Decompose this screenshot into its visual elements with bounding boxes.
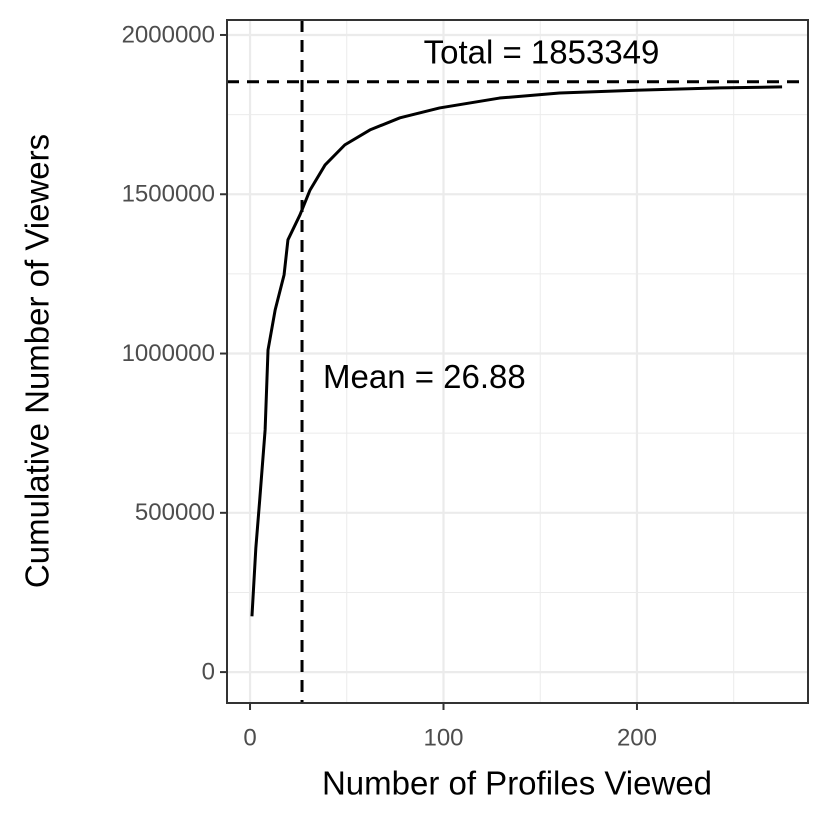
- y-tick-label: 1000000: [122, 340, 215, 367]
- y-tick-label: 0: [202, 658, 215, 685]
- y-tick-label: 500000: [135, 499, 215, 526]
- y-tick-label: 1500000: [122, 181, 215, 208]
- panel: [227, 20, 808, 703]
- y-axis-title: Cumulative Number of Viewers: [19, 134, 56, 588]
- mean-label: Mean = 26.88: [323, 358, 526, 395]
- total-label: Total = 1853349: [424, 33, 660, 70]
- data-line: [250, 85, 783, 617]
- x-tick-label: 0: [243, 724, 256, 751]
- panel-border: [226, 19, 809, 704]
- x-tick-label: 100: [423, 724, 463, 751]
- y-tick-label: 2000000: [122, 21, 215, 48]
- x-axis-title: Number of Profiles Viewed: [322, 765, 712, 802]
- x-tick-label: 200: [617, 724, 657, 751]
